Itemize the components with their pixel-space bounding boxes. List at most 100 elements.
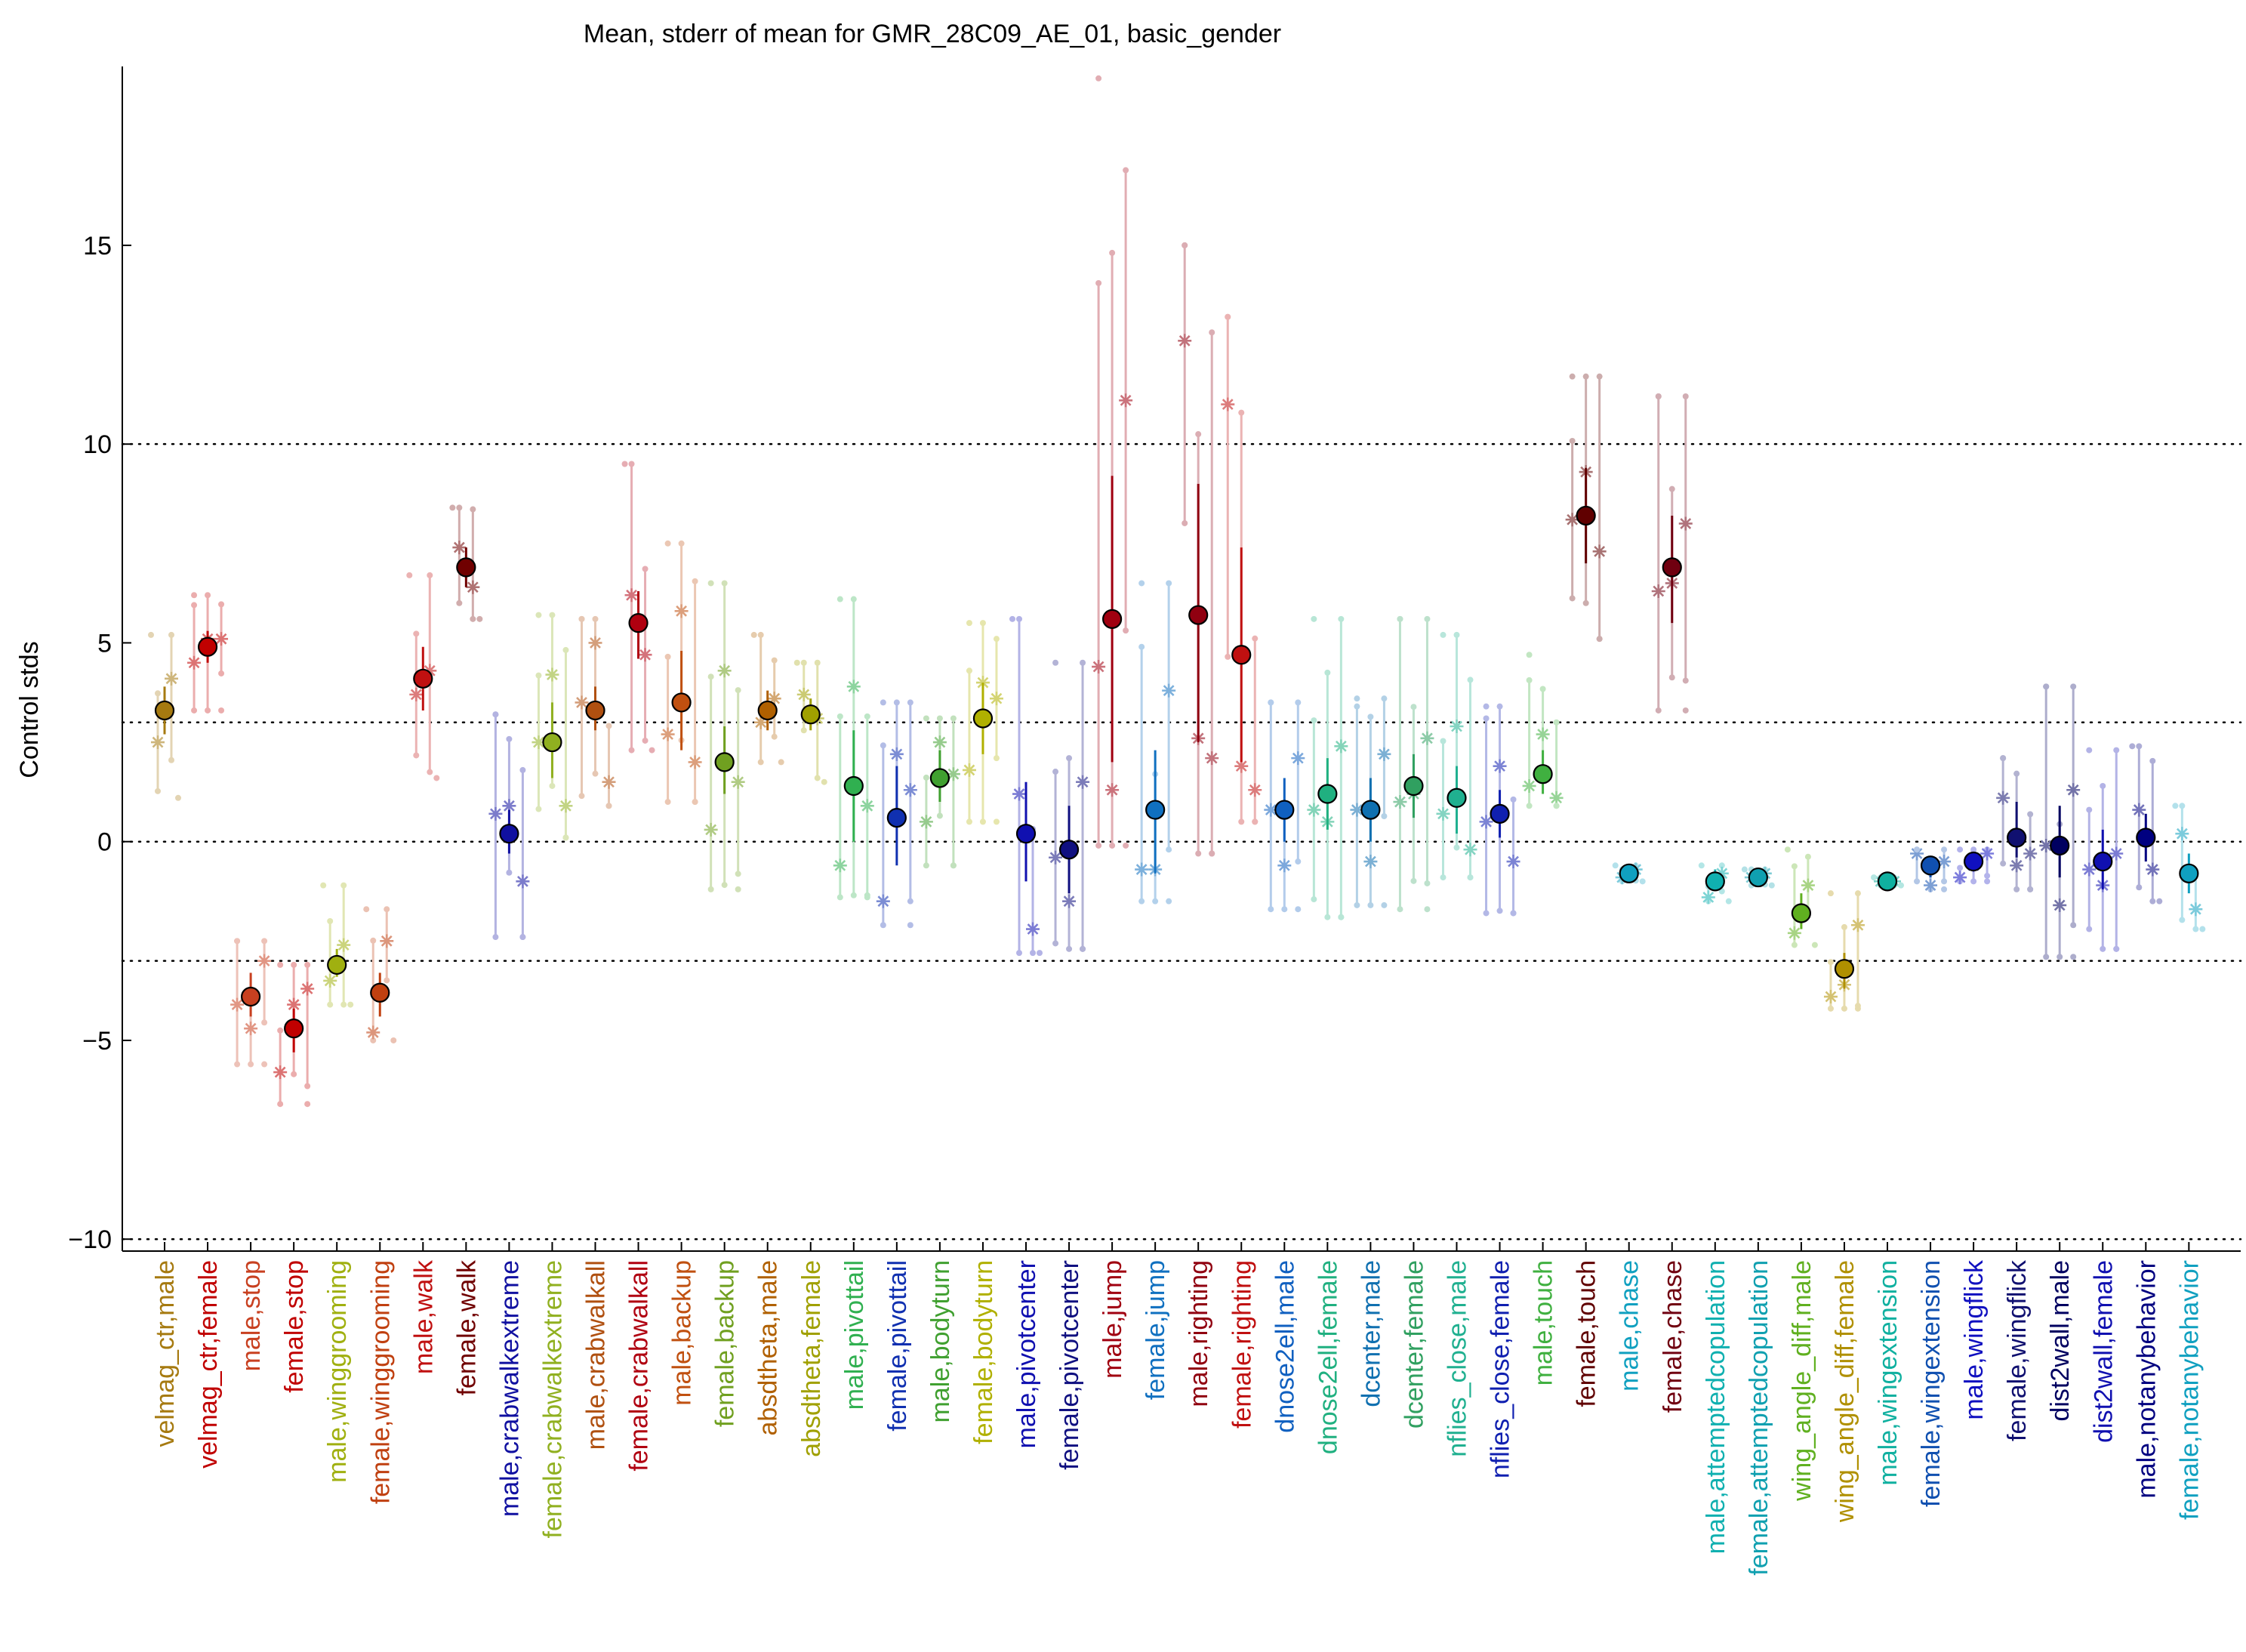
- experiment-range-end: [1841, 1005, 1847, 1012]
- individual-star-marker: [688, 755, 702, 769]
- experiment-range-end: [562, 646, 569, 653]
- experiment-range-end: [1526, 677, 1533, 683]
- experiment-range-end: [1496, 908, 1503, 914]
- experiment-range-end: [605, 723, 612, 729]
- mean-marker: [1533, 764, 1553, 784]
- experiment-range-end: [1354, 902, 1360, 908]
- category-group: [1009, 615, 1043, 957]
- category-group: [919, 715, 960, 869]
- experiment-range-end: [1354, 703, 1360, 710]
- x-tick-label: wing_angle_diff,female: [1831, 1260, 1859, 1523]
- range-high-dot: [621, 461, 628, 467]
- range-high-dot: [1268, 699, 1274, 706]
- x-tick-label: male,winggrooming: [323, 1260, 352, 1483]
- individual-star-marker: [1715, 866, 1729, 880]
- experiment-range-end: [1252, 635, 1259, 642]
- experiment-range-end: [1682, 393, 1689, 400]
- experiment-range-end: [1424, 880, 1431, 886]
- individual-star-marker: [187, 655, 202, 670]
- individual-star-marker: [1076, 775, 1090, 789]
- experiment-range-end: [1016, 950, 1022, 957]
- experiment-range-end: [850, 892, 857, 898]
- range-high-dot: [1655, 393, 1662, 400]
- experiment-range-end: [1182, 519, 1188, 526]
- mean-marker: [1834, 959, 1855, 979]
- range-high-dot: [1914, 846, 1921, 853]
- experiment-range-end: [1381, 695, 1388, 702]
- category-group: [187, 592, 229, 714]
- mean-marker: [628, 613, 649, 633]
- mean-marker: [714, 752, 735, 772]
- mean-marker: [1058, 840, 1080, 860]
- experiment-range-end: [327, 1001, 334, 1008]
- range-high-dot: [836, 596, 843, 603]
- range-high-dot: [1311, 615, 1317, 622]
- experiment-range-end: [721, 882, 728, 889]
- individual-star-marker: [932, 735, 947, 750]
- range-low-dot: [1424, 906, 1431, 913]
- mean-marker: [800, 704, 821, 725]
- experiment-range-end: [757, 759, 764, 766]
- range-high-dot: [535, 612, 542, 618]
- range-high-dot: [1052, 659, 1059, 666]
- individual-star-marker: [559, 799, 573, 813]
- individual-star-marker: [1363, 855, 1378, 869]
- x-tick-label: male,crabwalkextreme: [495, 1260, 524, 1517]
- mean-marker: [585, 700, 605, 721]
- experiment-range-end: [1827, 959, 1834, 966]
- individual-star-marker: [1980, 846, 1995, 861]
- experiment-range-end: [1295, 699, 1302, 706]
- individual-star-marker: [1178, 334, 1192, 348]
- range-high-dot: [750, 631, 757, 638]
- experiment-range-end: [1655, 707, 1662, 714]
- experiment-range-end: [757, 631, 764, 638]
- experiment-range-end: [1440, 874, 1446, 881]
- experiment-range-end: [506, 735, 513, 742]
- experiment-range-end: [370, 937, 377, 944]
- experiment-range-end: [470, 506, 476, 513]
- experiment-range-end: [1941, 878, 1948, 885]
- range-low-dot: [821, 778, 827, 785]
- range-low-dot: [261, 1061, 268, 1068]
- range-low-dot: [2070, 954, 2077, 960]
- individual-star-marker: [1012, 787, 1026, 801]
- category-group: [1178, 242, 1219, 857]
- mean-marker: [1101, 609, 1123, 629]
- experiment-range-end: [1095, 279, 1102, 286]
- y-tick-label: 5: [97, 629, 112, 658]
- category-group: [406, 572, 440, 781]
- individual-star-marker: [300, 982, 315, 996]
- mean-marker: [2179, 863, 2199, 883]
- experiment-range-end: [1791, 942, 1798, 948]
- experiment-range-end: [1109, 249, 1116, 256]
- experiment-range-end: [1080, 659, 1086, 666]
- range-high-dot: [449, 504, 456, 511]
- range-high-dot: [1138, 580, 1145, 587]
- individual-star-marker: [1119, 393, 1133, 408]
- x-tick-label: male,notanybehavior: [2132, 1260, 2161, 1499]
- range-low-dot: [1252, 818, 1259, 825]
- individual-star-marker: [1092, 660, 1106, 674]
- range-high-dot: [1182, 242, 1188, 248]
- experiment-range-end: [1381, 812, 1388, 819]
- x-tick-label: female,pivottail: [883, 1260, 912, 1432]
- category-group: [488, 711, 530, 941]
- range-low-dot: [1725, 898, 1732, 905]
- x-tick-label: absdtheta,male: [754, 1260, 783, 1436]
- experiment-range-end: [1166, 580, 1172, 587]
- range-high-dot: [2086, 747, 2093, 754]
- experiment-range-end: [1718, 862, 1725, 869]
- experiment-range-end: [800, 727, 807, 734]
- individual-star-marker: [151, 735, 165, 750]
- range-high-dot: [1397, 615, 1403, 622]
- individual-star-marker: [409, 687, 424, 701]
- experiment-range-end: [2070, 922, 2077, 929]
- experiment-range-end: [664, 653, 671, 660]
- individual-star-marker: [380, 934, 394, 948]
- range-low-dot: [864, 894, 870, 901]
- mean-marker: [197, 636, 218, 657]
- experiment-range-end: [1510, 796, 1517, 803]
- individual-star-marker: [1536, 727, 1550, 741]
- individual-star-marker: [2082, 862, 2097, 877]
